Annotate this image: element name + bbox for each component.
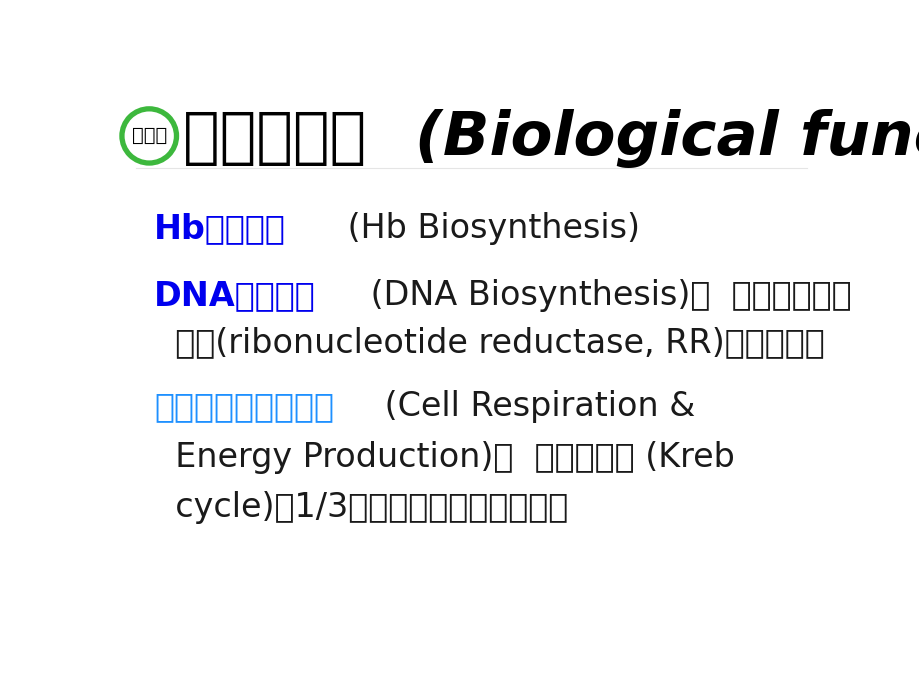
Text: 细胞呼吸和能量产生: 细胞呼吸和能量产生 bbox=[154, 391, 334, 424]
Text: Energy Production)：  三羧酸循环 (Kreb: Energy Production)： 三羧酸循环 (Kreb bbox=[154, 441, 734, 474]
Text: (Biological functions): (Biological functions) bbox=[414, 109, 919, 168]
Text: cycle)中1/3的酶以铁离子作为辅因子: cycle)中1/3的酶以铁离子作为辅因子 bbox=[154, 491, 568, 524]
Ellipse shape bbox=[119, 106, 179, 166]
Text: Hb生物合成: Hb生物合成 bbox=[154, 213, 286, 246]
Text: 生物学功能: 生物学功能 bbox=[183, 109, 387, 168]
Text: 原酶(ribonucleotide reductase, RR)的辅因子。: 原酶(ribonucleotide reductase, RR)的辅因子。 bbox=[154, 326, 824, 359]
Text: DNA生物合成: DNA生物合成 bbox=[154, 279, 315, 312]
Text: (Cell Respiration &: (Cell Respiration & bbox=[374, 391, 695, 424]
Text: (Hb Biosynthesis): (Hb Biosynthesis) bbox=[336, 213, 639, 246]
Text: (DNA Biosynthesis)：  为核糖核酸还: (DNA Biosynthesis)： 为核糖核酸还 bbox=[359, 279, 851, 312]
Ellipse shape bbox=[123, 110, 175, 161]
Text: 👨‍👩‍👧: 👨‍👩‍👧 bbox=[131, 126, 166, 146]
